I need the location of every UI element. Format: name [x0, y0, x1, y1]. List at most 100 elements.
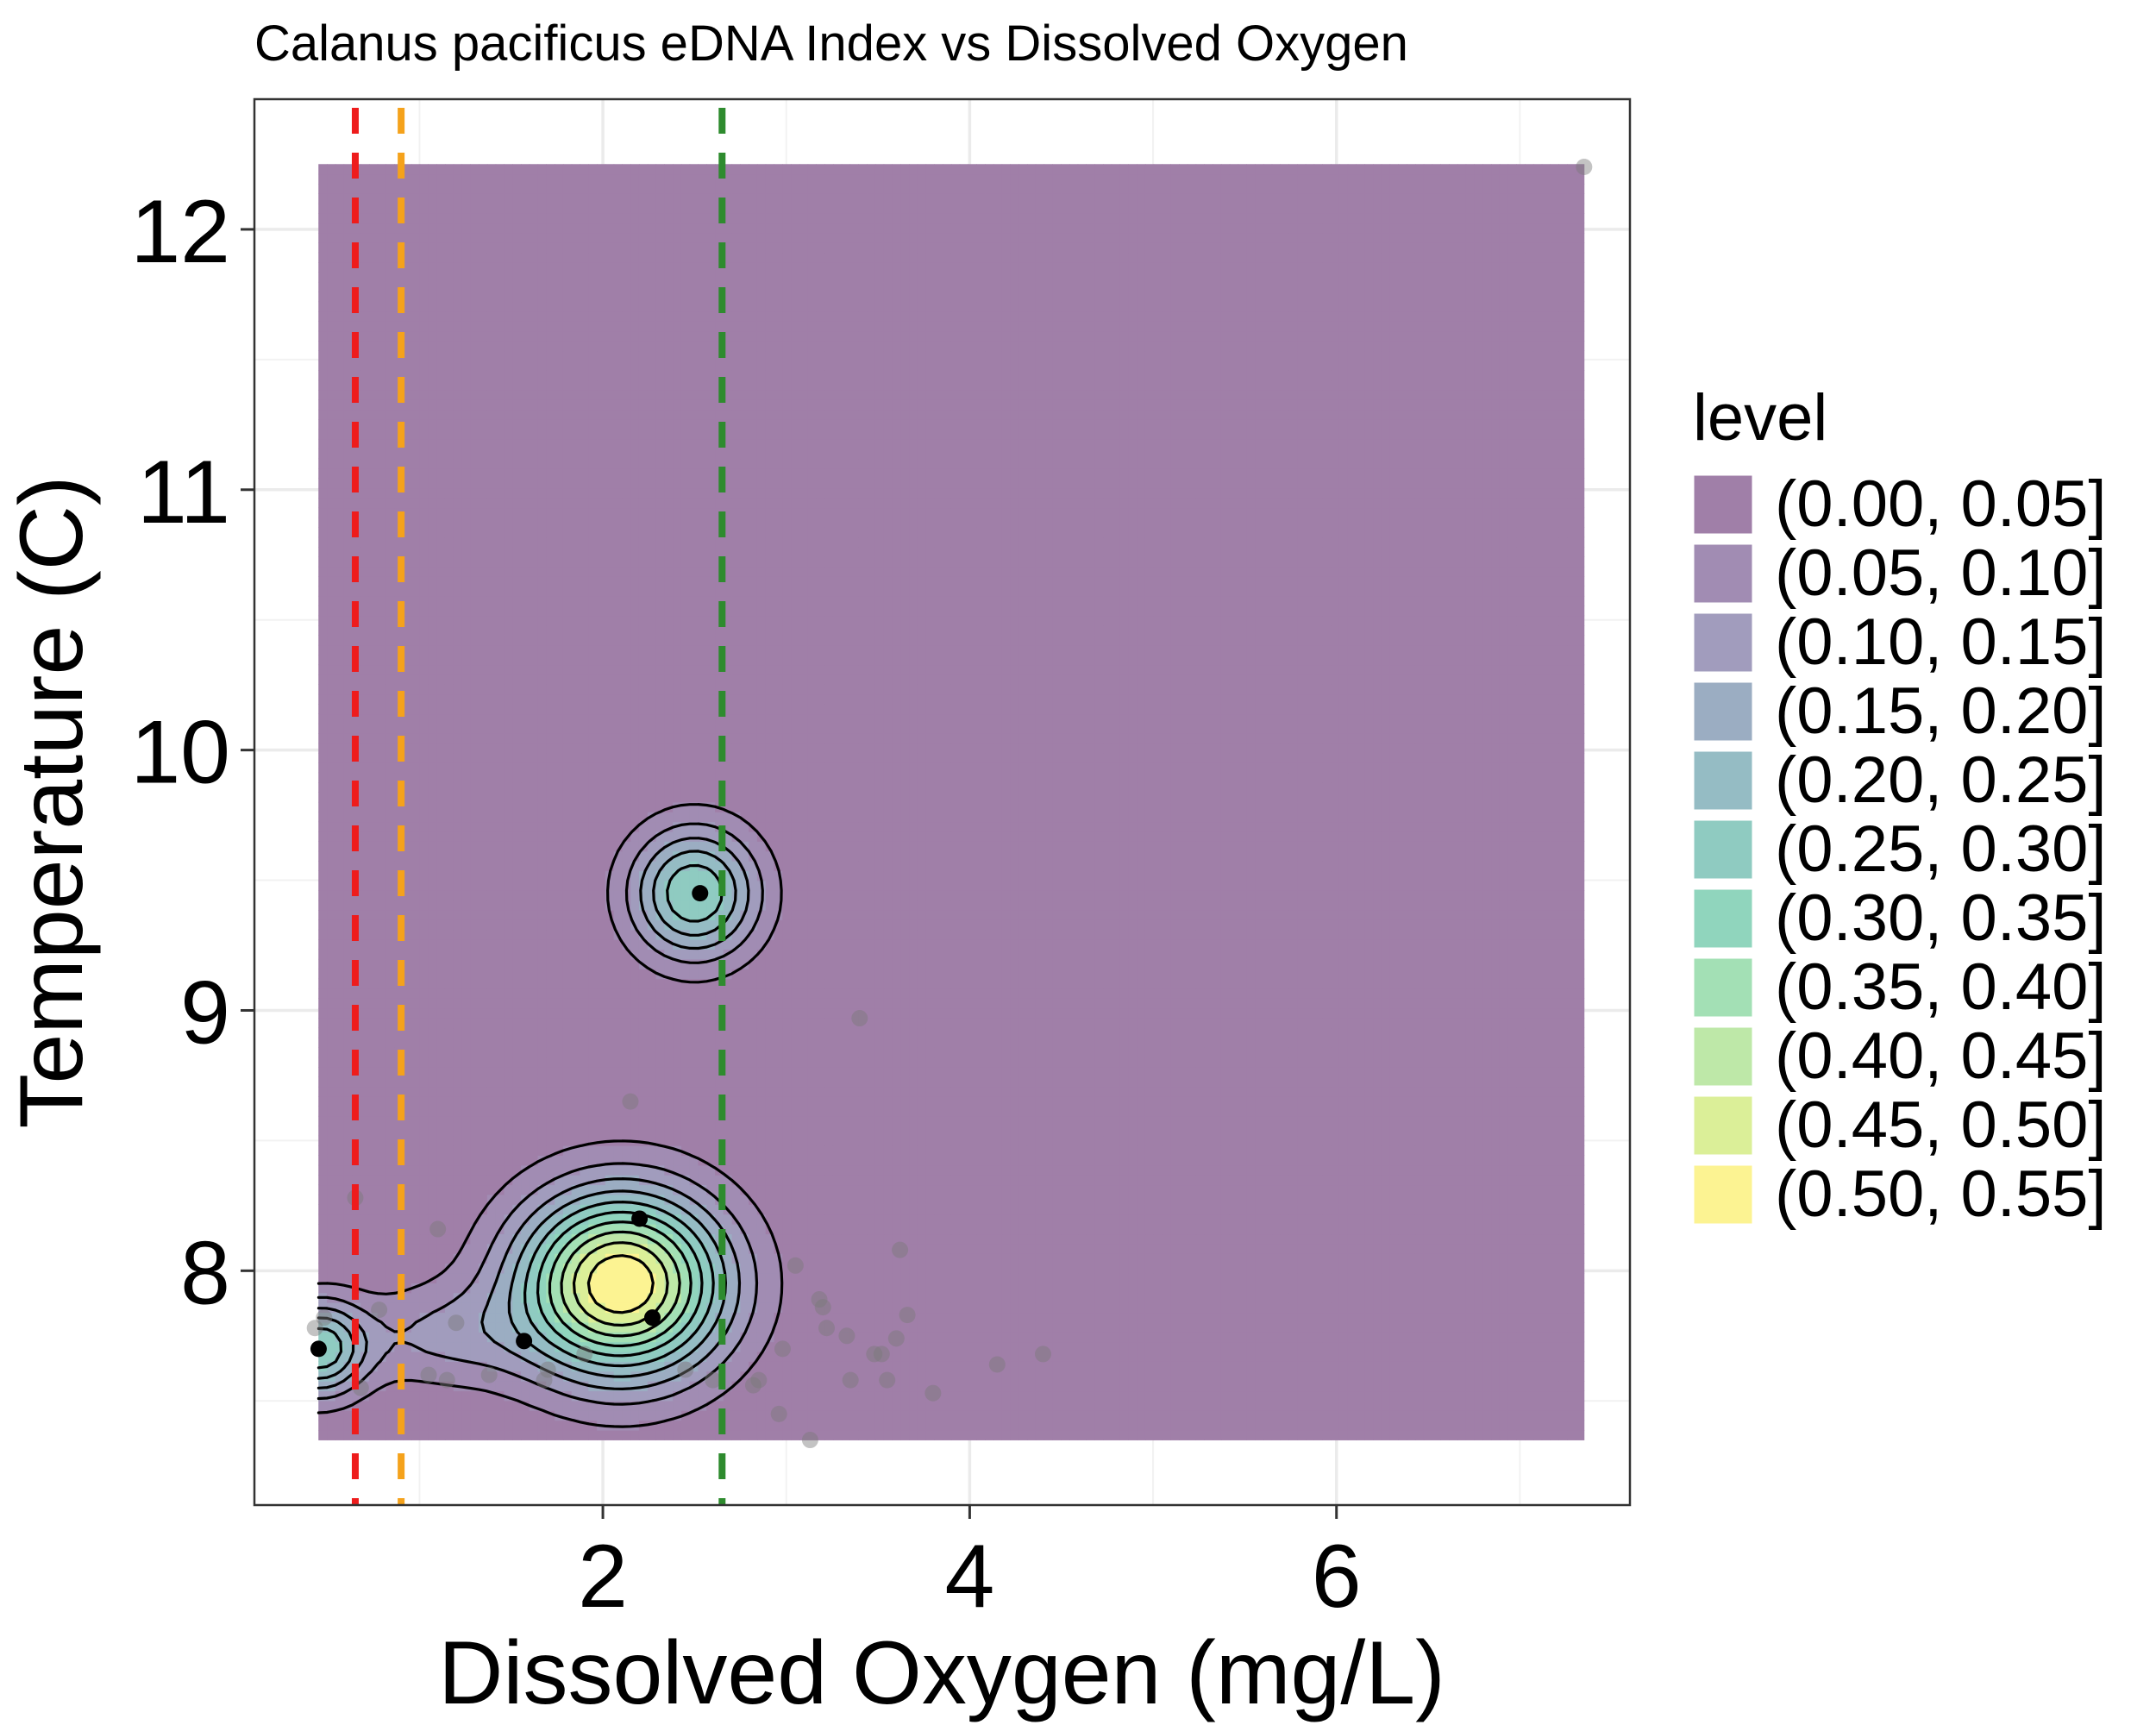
- density-cell: [1010, 1420, 1019, 1431]
- density-cell: [1204, 1155, 1213, 1166]
- density-cell: [1398, 1400, 1407, 1411]
- density-cell: [664, 1429, 674, 1440]
- density-cell: [917, 1253, 927, 1264]
- density-cell: [1398, 1420, 1407, 1431]
- density-cell: [597, 1351, 606, 1362]
- density-cell: [1297, 1214, 1307, 1225]
- density-cell: [1541, 1175, 1551, 1186]
- density-cell: [588, 1224, 598, 1235]
- density-cell: [723, 1420, 733, 1431]
- density-cell: [858, 1400, 868, 1411]
- density-cell: [1347, 1145, 1357, 1156]
- density-cell: [1305, 1292, 1315, 1303]
- density-cell: [934, 1321, 943, 1333]
- density-cell: [756, 1155, 767, 1166]
- density-cell: [1516, 1224, 1526, 1235]
- density-cell: [521, 1184, 530, 1195]
- density-cell: [1389, 1361, 1400, 1372]
- density-cell: [605, 1351, 615, 1362]
- density-cell: [1364, 1164, 1374, 1176]
- density-cell: [1119, 1312, 1129, 1323]
- density-cell: [512, 1204, 522, 1215]
- density-cell: [461, 1381, 471, 1392]
- density-cell: [1449, 1351, 1458, 1362]
- density-cell: [976, 1292, 986, 1303]
- density-cell: [352, 1390, 361, 1402]
- density-cell: [925, 1115, 935, 1126]
- density-cell: [403, 1390, 412, 1402]
- density-cell: [1356, 1214, 1365, 1225]
- density-cell: [1356, 1400, 1365, 1411]
- density-cell: [976, 1253, 986, 1264]
- density-cell: [832, 1145, 843, 1156]
- density-cell: [1465, 1243, 1476, 1254]
- density-cell: [1144, 1302, 1155, 1314]
- density-cell: [546, 1390, 555, 1402]
- density-cell: [1516, 1410, 1526, 1421]
- density-cell: [1541, 1115, 1551, 1126]
- density-cell: [782, 1302, 792, 1314]
- density-cell: [1567, 1312, 1576, 1323]
- density-cell: [950, 1155, 961, 1166]
- density-cell: [993, 1292, 1003, 1303]
- density-cell: [638, 1341, 649, 1352]
- density-cell: [647, 1341, 657, 1352]
- density-cell: [1423, 1341, 1433, 1352]
- density-cell: [1119, 1283, 1129, 1294]
- density-cell: [411, 1233, 421, 1245]
- density-cell: [385, 1194, 395, 1205]
- density-cell: [680, 1429, 691, 1440]
- density-cell: [479, 1115, 488, 1126]
- density-cell: [1137, 1283, 1146, 1294]
- density-cell: [849, 1351, 859, 1362]
- density-cell: [1550, 1214, 1559, 1225]
- density-cell: [444, 1115, 454, 1126]
- density-cell: [1018, 1145, 1028, 1156]
- density-cell: [756, 1381, 767, 1392]
- density-cell: [1204, 1292, 1213, 1303]
- density-cell: [318, 1155, 328, 1166]
- density-cell: [318, 1321, 328, 1333]
- density-cell: [774, 1272, 783, 1283]
- density-cell: [917, 1263, 927, 1274]
- density-cell: [993, 1204, 1003, 1215]
- density-cell: [934, 1429, 943, 1440]
- density-cell: [343, 1253, 353, 1264]
- density-cell: [985, 1420, 994, 1431]
- density-cell: [1381, 1302, 1391, 1314]
- density-cell: [562, 1194, 573, 1205]
- density-cell: [647, 1214, 657, 1225]
- density-cell: [1035, 1312, 1045, 1323]
- density-cell: [428, 1184, 437, 1195]
- density-cell: [934, 1410, 943, 1421]
- density-cell: [1170, 1233, 1180, 1245]
- density-cell: [1213, 1390, 1222, 1402]
- density-cell: [495, 1145, 505, 1156]
- density-cell: [647, 1400, 657, 1411]
- density-cell: [985, 1175, 994, 1186]
- density-cell: [1001, 1321, 1012, 1333]
- density-cell: [1491, 1332, 1501, 1343]
- density-cell: [1558, 1420, 1568, 1431]
- density-cell: [1103, 1224, 1112, 1235]
- density-cell: [461, 1106, 471, 1117]
- density-cell: [976, 1283, 986, 1294]
- density-cell: [327, 1204, 336, 1215]
- density-cell: [756, 1332, 767, 1343]
- density-cell: [1103, 1312, 1112, 1323]
- density-cell: [555, 1253, 564, 1264]
- density-cell: [1449, 1420, 1458, 1431]
- density-cell: [335, 1381, 345, 1392]
- density-cell: [807, 1283, 818, 1294]
- density-cell: [1407, 1292, 1416, 1303]
- density-cell: [1407, 1233, 1416, 1245]
- density-cell: [1440, 1243, 1450, 1254]
- density-cell: [1575, 1214, 1585, 1225]
- density-cell: [1094, 1115, 1104, 1126]
- density-cell: [1220, 1164, 1231, 1176]
- density-cell: [715, 1175, 724, 1186]
- density-cell: [1229, 1145, 1239, 1156]
- density-cell: [335, 1371, 345, 1382]
- density-cell: [638, 1135, 649, 1146]
- density-cell: [765, 1263, 775, 1274]
